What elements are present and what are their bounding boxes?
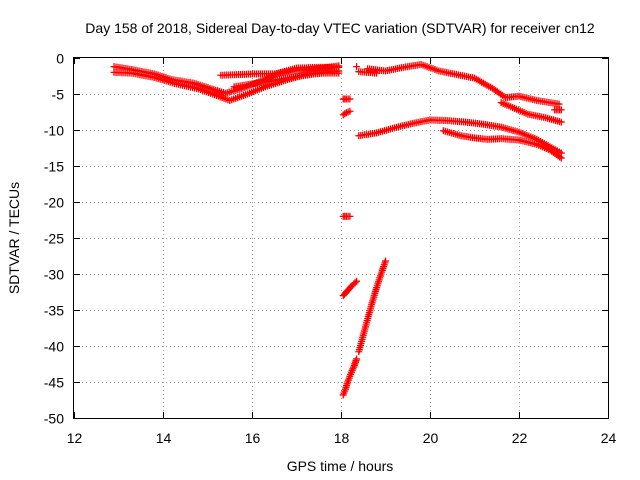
y-tick-label: -5 — [52, 87, 65, 103]
series-track-q — [439, 127, 565, 162]
y-tick-label: 0 — [56, 51, 64, 67]
data-point — [353, 355, 361, 363]
series-track-p — [355, 116, 565, 157]
y-tick-label: -25 — [44, 231, 64, 247]
series-track-j — [339, 355, 361, 399]
data-point — [500, 92, 508, 100]
x-tick-label: 12 — [67, 430, 83, 446]
x-tick-label: 18 — [334, 430, 350, 446]
x-tick-label: 14 — [156, 430, 172, 446]
series-track-l — [364, 60, 563, 108]
chart-title: Day 158 of 2018, Sidereal Day-to-day VTE… — [85, 20, 595, 36]
x-tick-label: 20 — [423, 430, 439, 446]
series-track-d — [230, 67, 343, 91]
data-point — [335, 67, 343, 75]
data-point — [557, 154, 565, 162]
series-track-g — [339, 107, 354, 119]
x-axis-label: GPS time / hours — [287, 458, 394, 474]
tick-marks-and-labels: 12 14 16 18 20 22 24 0 -5 -10 -15 -20 -25 -30 -35 -40 -4… — [44, 51, 617, 447]
y-tick-label: -35 — [44, 303, 64, 319]
y-tick-label: -20 — [44, 195, 64, 211]
plot-frame — [73, 57, 609, 419]
x-tick-label: 16 — [245, 430, 261, 446]
data-point — [382, 257, 389, 265]
data-point — [373, 69, 381, 77]
data-point — [353, 277, 361, 285]
series-track-e — [353, 63, 361, 71]
y-tick-label: -15 — [44, 159, 64, 175]
data-point — [557, 106, 565, 114]
axes — [73, 57, 609, 419]
y-tick-label: -40 — [44, 339, 64, 355]
series-track-f — [339, 95, 354, 103]
data-point — [346, 95, 354, 103]
data-point — [349, 365, 357, 373]
data-point — [353, 63, 361, 71]
series-track-i — [339, 277, 361, 300]
series-track-c — [217, 62, 343, 79]
x-tick-label: 24 — [601, 430, 617, 446]
x-tick-label: 22 — [512, 430, 528, 446]
series-track-k — [355, 257, 389, 356]
data-points — [110, 60, 565, 399]
y-tick-label: -10 — [44, 123, 64, 139]
y-tick-label: -50 — [44, 411, 64, 427]
series-track-h — [339, 212, 354, 220]
y-tick-label: -30 — [44, 267, 64, 283]
data-point — [351, 279, 359, 287]
series-track-m — [355, 68, 381, 77]
data-point — [556, 153, 564, 161]
data-point — [346, 212, 354, 220]
y-tick-label: -45 — [44, 375, 64, 391]
data-point — [350, 363, 358, 371]
series-track-o — [551, 106, 565, 114]
series-track-n — [497, 99, 565, 126]
data-point — [557, 118, 565, 126]
y-axis-label: SDTVAR / TECUs — [6, 182, 22, 294]
data-point — [346, 107, 354, 115]
data-point — [348, 366, 356, 374]
